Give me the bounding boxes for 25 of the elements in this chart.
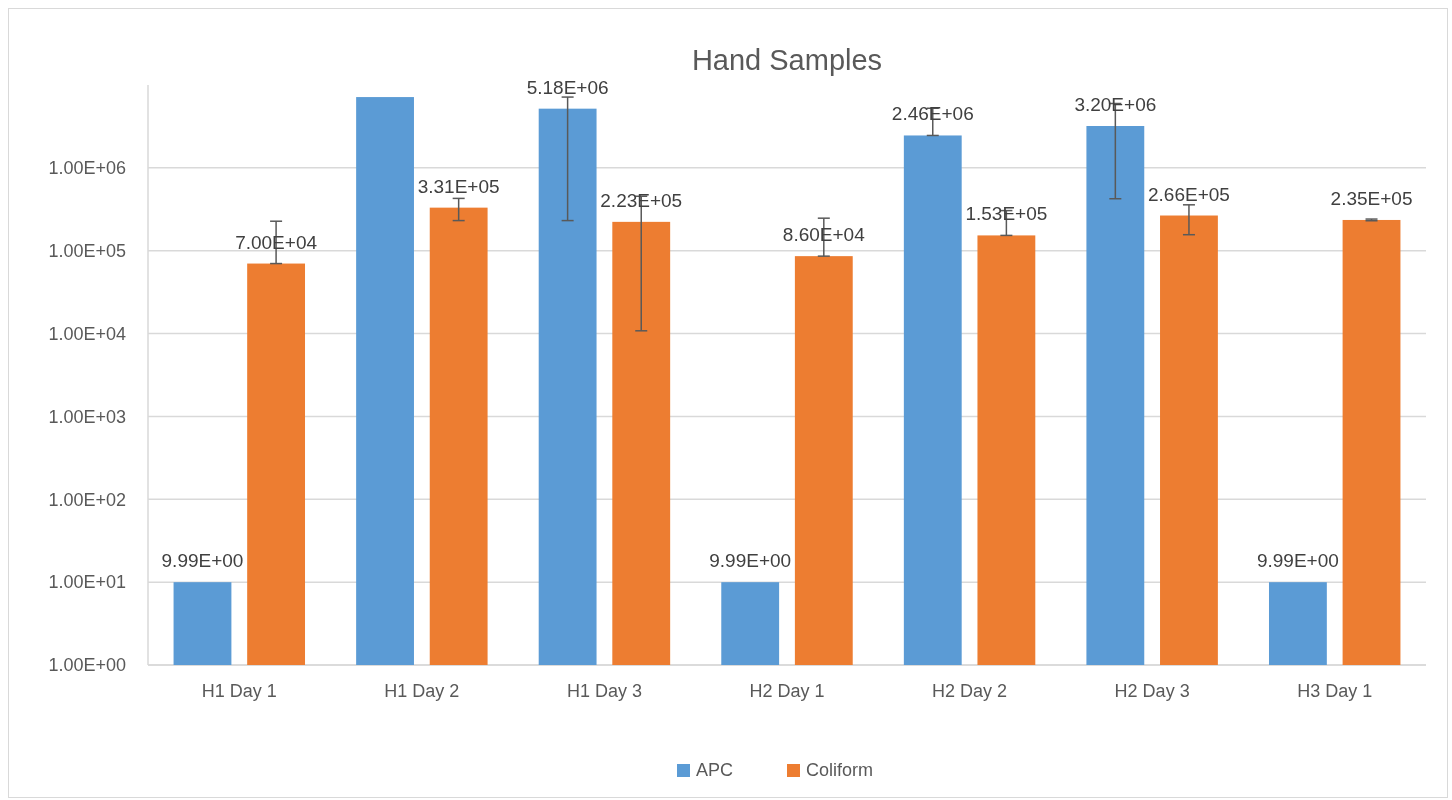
data-label: 3.20E+06 — [1074, 94, 1157, 115]
data-label: 2.35E+05 — [1330, 187, 1413, 209]
y-tick-label: 1.00E+03 — [48, 406, 126, 427]
legend-label: APC — [696, 760, 734, 780]
data-label: 9.99E+00 — [1256, 550, 1339, 572]
legend-label: Coliform — [806, 760, 874, 780]
x-tick-label: H1 Day 1 — [201, 681, 277, 701]
y-tick-label: 1.00E+06 — [48, 158, 126, 179]
data-label: 3.31E+05 — [417, 175, 500, 197]
y-tick-label: 1.00E+02 — [48, 489, 126, 510]
x-tick-label: H1 Day 2 — [384, 681, 460, 701]
data-label: 5.18E+06 — [526, 76, 609, 98]
x-tick-label: H3 Day 1 — [1297, 681, 1373, 701]
data-label: 9.99E+00 — [161, 550, 244, 572]
y-tick-label: 1.00E+01 — [48, 572, 126, 593]
x-tick-label: H2 Day 3 — [1114, 681, 1190, 701]
chart-title: Hand Samples — [691, 44, 883, 76]
y-tick-label: 1.00E+00 — [48, 655, 126, 676]
x-tick-label: H2 Day 2 — [932, 681, 1008, 701]
x-tick-label: H1 Day 3 — [566, 681, 642, 701]
y-tick-label: 1.00E+05 — [48, 241, 126, 262]
data-label: 2.66E+05 — [1148, 183, 1230, 205]
x-tick-label: H2 Day 1 — [749, 681, 825, 701]
y-tick-label: 1.00E+04 — [48, 323, 126, 344]
data-label: 9.99E+00 — [709, 550, 792, 572]
